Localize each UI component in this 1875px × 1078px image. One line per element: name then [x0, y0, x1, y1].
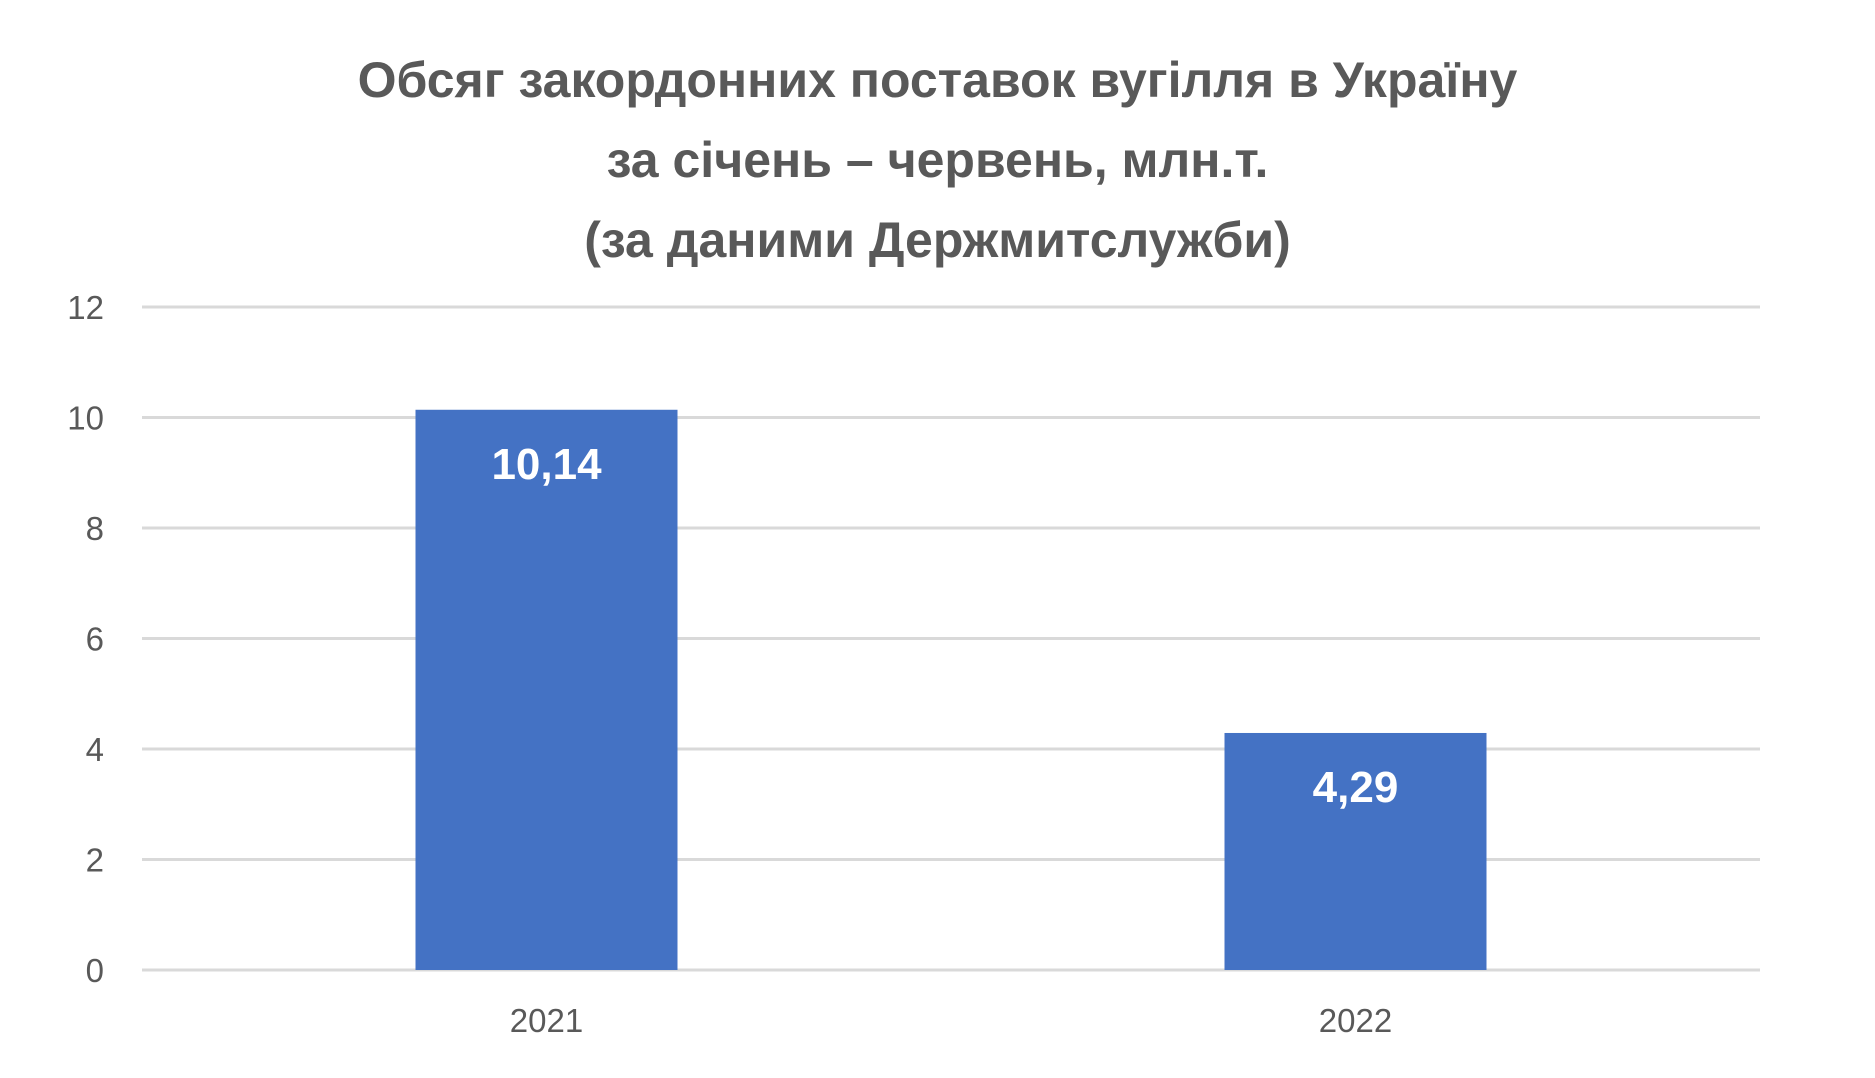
chart-title-line-2: за січень – червень, млн.т.	[606, 132, 1269, 188]
x-tick-label-2021: 2021	[510, 1002, 583, 1039]
y-tick-label: 6	[86, 621, 104, 658]
y-tick-label: 4	[86, 731, 104, 768]
y-tick-label: 0	[86, 952, 104, 989]
x-tick-label-2022: 2022	[1319, 1002, 1392, 1039]
y-axis: 0 2 4 6 8 10 12	[67, 289, 104, 989]
bar-2021	[415, 409, 678, 970]
y-tick-label: 10	[67, 400, 104, 437]
y-tick-label: 12	[67, 289, 104, 326]
chart-title-line-1: Обсяг закордонних поставок вугілля в Укр…	[357, 52, 1518, 108]
y-tick-label: 8	[86, 510, 104, 547]
data-label-2022: 4,29	[1313, 763, 1399, 812]
bar-2022	[1224, 732, 1487, 970]
y-tick-label: 2	[86, 842, 104, 879]
chart-title: Обсяг закордонних поставок вугілля в Укр…	[0, 40, 1875, 280]
data-label-2021: 10,14	[491, 440, 602, 489]
x-axis: 2021 2022	[510, 1002, 1392, 1039]
chart-title-line-3: (за даними Держмитслужби)	[584, 212, 1291, 268]
bars: 10,14 4,29	[415, 409, 1487, 970]
gridlines	[142, 305, 1760, 972]
